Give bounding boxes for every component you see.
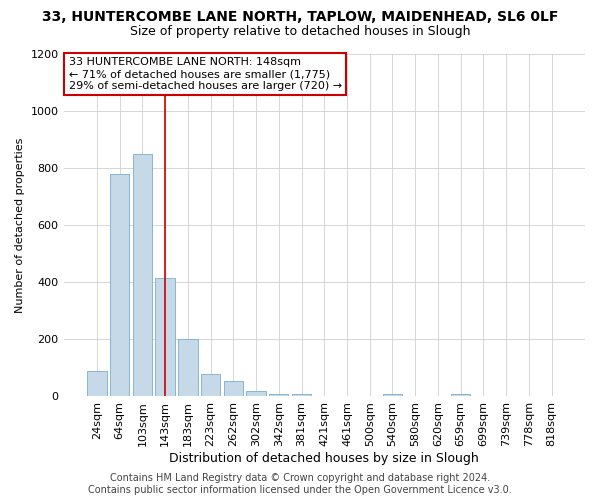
Text: 33, HUNTERCOMBE LANE NORTH, TAPLOW, MAIDENHEAD, SL6 0LF: 33, HUNTERCOMBE LANE NORTH, TAPLOW, MAID… [42,10,558,24]
Bar [201,374,220,396]
Text: 33 HUNTERCOMBE LANE NORTH: 148sqm
← 71% of detached houses are smaller (1,775)
2: 33 HUNTERCOMBE LANE NORTH: 148sqm ← 71% … [69,58,342,90]
Bar [110,174,130,396]
Bar [87,371,107,396]
X-axis label: Distribution of detached houses by size in Slough: Distribution of detached houses by size … [169,452,479,465]
Bar [383,394,402,396]
Bar [133,154,152,396]
Bar [224,381,243,396]
Y-axis label: Number of detached properties: Number of detached properties [15,138,25,313]
Bar [451,394,470,396]
Bar [247,391,266,396]
Bar [292,394,311,396]
Text: Contains HM Land Registry data © Crown copyright and database right 2024.
Contai: Contains HM Land Registry data © Crown c… [88,474,512,495]
Bar [155,278,175,396]
Bar [269,394,289,396]
Text: Size of property relative to detached houses in Slough: Size of property relative to detached ho… [130,25,470,38]
Bar [178,340,197,396]
